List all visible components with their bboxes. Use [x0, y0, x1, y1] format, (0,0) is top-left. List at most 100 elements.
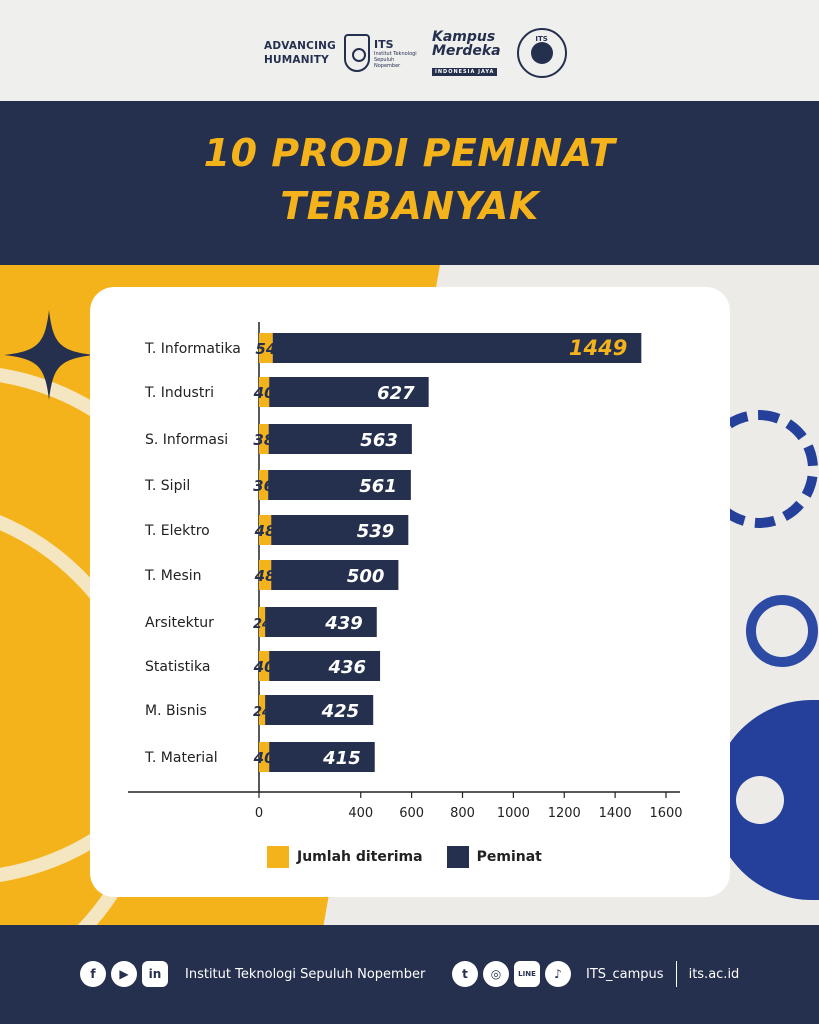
chart-card: 0 400 600 800 1000 1200 1400 1600 T. Informatika…: [90, 287, 730, 897]
bar-peminat: [265, 607, 377, 637]
x-tick-label: 600: [399, 806, 424, 821]
data-label-diterima: 24: [253, 617, 271, 632]
category-label: T. Material: [144, 750, 218, 766]
bar-peminat: [265, 695, 374, 725]
data-label-diterima: 38: [253, 431, 274, 449]
page-title-line1: 10 PRODI PEMINAT: [203, 131, 616, 175]
data-label-diterima: 40: [253, 749, 275, 767]
category-label: Statistika: [145, 659, 210, 675]
bar-diterima: [259, 424, 269, 454]
x-tick-label: 1200: [548, 806, 581, 821]
category-label: T. Mesin: [144, 568, 202, 584]
logo-group: ADVANCING HUMANITY ITS Institut Teknolog…: [264, 28, 567, 78]
social-left: f ▶ in Institut Teknologi Sepuluh Nopemb…: [80, 961, 425, 987]
bar-diterima: [259, 377, 270, 407]
data-label-peminat: 415: [322, 748, 361, 769]
data-label-diterima: 36: [253, 477, 274, 495]
logo-strip: ADVANCING HUMANITY ITS Institut Teknolog…: [0, 0, 819, 101]
sparkle-star-icon: [4, 310, 94, 400]
data-label-peminat: 563: [360, 430, 398, 451]
data-label-peminat: 425: [321, 701, 360, 722]
social-right: t ◎ LINE ♪ ITS_campus its.ac.id: [452, 961, 739, 987]
tagline-line1: ADVANCING: [264, 40, 336, 52]
data-label-peminat: 539: [357, 521, 395, 542]
bar-diterima: [259, 560, 272, 590]
bar-peminat: [268, 470, 411, 500]
its-sub: Institut Teknologi Sepuluh Nopember: [374, 50, 417, 69]
twitter-icon[interactable]: t: [452, 961, 478, 987]
tagline: ADVANCING HUMANITY: [264, 39, 336, 67]
gear-icon: [746, 595, 818, 667]
bar-diterima: [259, 333, 273, 363]
legend-swatch-navy: [446, 846, 469, 868]
bar-diterima: [259, 742, 270, 772]
x-tick-label: 400: [348, 806, 373, 821]
bar-diterima: [259, 470, 269, 500]
data-label-peminat: 500: [347, 566, 385, 587]
data-label-diterima: 24: [253, 705, 271, 720]
bar-peminat: [271, 560, 399, 590]
category-label: T. Industri: [144, 385, 214, 401]
data-label-diterima: 54: [255, 340, 276, 358]
category-label: Arsitektur: [145, 615, 214, 631]
its-logo: ITS Institut Teknologi Sepuluh Nopember: [344, 34, 418, 72]
x-tick-label: 1400: [599, 806, 632, 821]
category-label: T. Informatika: [144, 341, 241, 357]
tiktok-icon[interactable]: ♪: [545, 961, 571, 987]
data-label-peminat: 627: [377, 383, 415, 404]
bar-peminat: [272, 333, 642, 363]
x-tick-label: 1000: [497, 806, 530, 821]
page-title-line2: TERBANYAK: [280, 184, 539, 228]
globe-icon: [530, 42, 553, 64]
legend-item-diterima: Jumlah diterima: [267, 846, 423, 868]
bar-peminat: [268, 424, 412, 454]
instagram-icon[interactable]: ◎: [483, 961, 509, 987]
kampus-merdeka-logo: Kampus Merdeka INDONESIA JAYA: [432, 30, 501, 77]
data-label-diterima: 40: [253, 384, 275, 402]
tagline-line2: HUMANITY: [264, 54, 329, 66]
kampus-line1: Kampus: [432, 28, 496, 45]
data-label-peminat: 439: [324, 613, 363, 634]
x-tick-label: 1600: [649, 806, 682, 821]
its-name: ITS: [374, 37, 394, 51]
footer: f ▶ in Institut Teknologi Sepuluh Nopemb…: [0, 925, 819, 1024]
kampus-tag: INDONESIA JAYA: [432, 67, 498, 76]
reach-for-the-top-logo: ITS: [516, 28, 567, 78]
title-band: 10 PRODI PEMINAT TERBANYAK: [0, 101, 819, 265]
linkedin-icon[interactable]: in: [142, 961, 168, 987]
category-label: M. Bisnis: [145, 703, 207, 719]
legend-label-peminat: Peminat: [476, 849, 542, 865]
bar-diterima: [259, 607, 266, 637]
bar-peminat: [269, 377, 429, 407]
x-tick-label: 0: [255, 806, 263, 821]
category-label: S. Informasi: [145, 432, 228, 448]
legend-item-peminat: Peminat: [446, 846, 542, 868]
category-label: T. Elektro: [144, 523, 210, 539]
data-label-peminat: 436: [328, 657, 367, 678]
bar-diterima: [259, 695, 266, 725]
bar-chart: 0 400 600 800 1000 1200 1400 1600 T. Informatika…: [128, 322, 683, 821]
institution-name: Institut Teknologi Sepuluh Nopember: [185, 966, 426, 982]
x-tick-label: 800: [450, 806, 475, 821]
footer-divider: [675, 961, 677, 987]
facebook-icon[interactable]: f: [80, 961, 106, 987]
bar-peminat: [271, 515, 409, 545]
bar-peminat: [269, 742, 375, 772]
social-handle[interactable]: ITS_campus: [586, 966, 664, 982]
website-link[interactable]: its.ac.id: [688, 966, 740, 982]
data-label-peminat: 561: [359, 476, 397, 497]
bar-diterima: [259, 651, 270, 681]
data-label-diterima: 48: [254, 522, 276, 540]
reach-text: ITS: [535, 35, 548, 43]
chart-legend: Jumlah diterima Peminat: [267, 846, 566, 868]
legend-label-diterima: Jumlah diterima: [297, 849, 423, 865]
line-icon[interactable]: LINE: [514, 961, 540, 987]
data-label-diterima: 40: [253, 658, 275, 676]
data-label-diterima: 48: [254, 567, 276, 585]
its-emblem-icon: [344, 34, 370, 72]
bar-peminat: [269, 651, 381, 681]
youtube-icon[interactable]: ▶: [111, 961, 137, 987]
data-label-peminat: 1449: [569, 336, 627, 360]
category-label: T. Sipil: [144, 478, 190, 494]
legend-swatch-yellow: [267, 846, 289, 868]
